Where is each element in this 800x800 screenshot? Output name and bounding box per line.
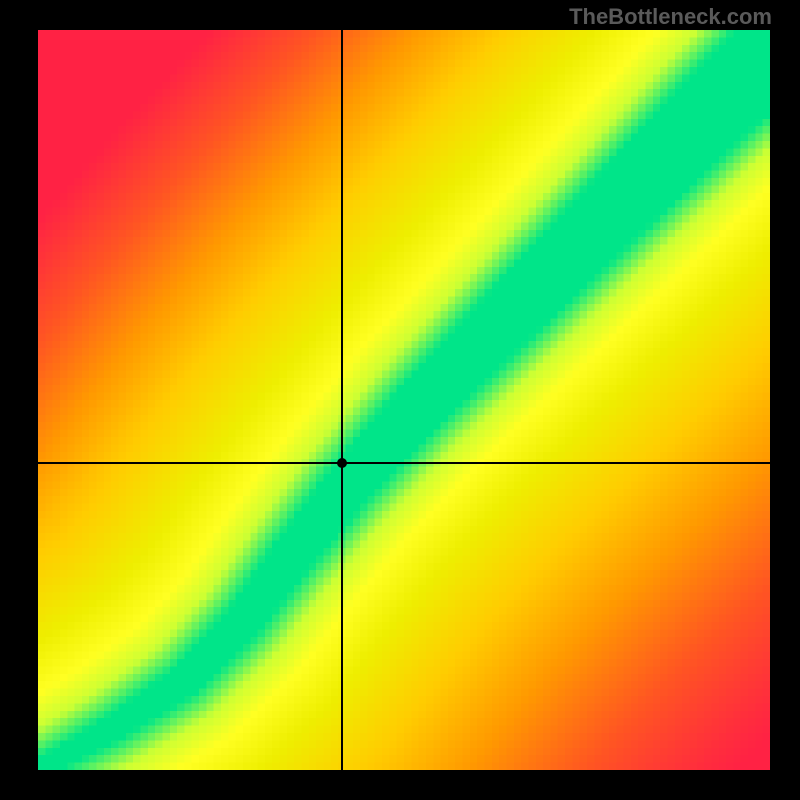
watermark-text: TheBottleneck.com xyxy=(569,4,772,30)
heatmap-plot xyxy=(38,30,770,770)
chart-container: TheBottleneck.com xyxy=(0,0,800,800)
crosshair-horizontal xyxy=(38,462,770,464)
crosshair-vertical xyxy=(341,30,343,770)
heatmap-canvas xyxy=(38,30,770,770)
crosshair-marker xyxy=(337,458,347,468)
